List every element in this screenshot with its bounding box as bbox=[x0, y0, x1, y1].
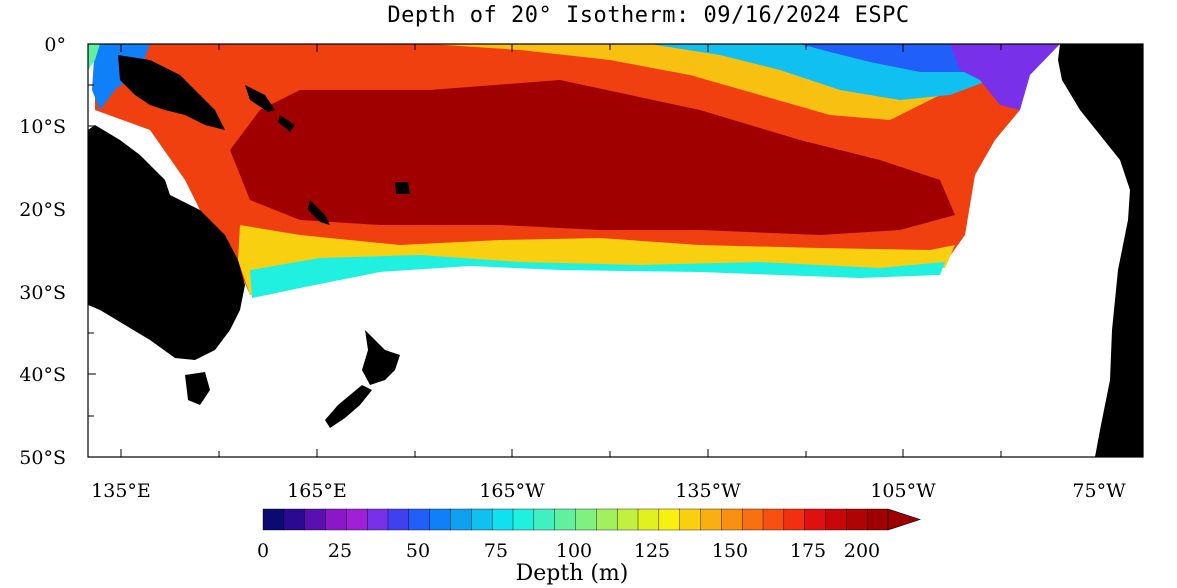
lat-label: 0° bbox=[44, 34, 66, 56]
land-new-zealand-south bbox=[325, 385, 372, 428]
chart-title: Depth of 20° Isotherm: 09/16/2024 ESPC bbox=[387, 3, 910, 28]
colorbar-tick-labels: 0 25 50 75 100 125 150 175 200 bbox=[257, 540, 880, 562]
colorbar-swatch bbox=[866, 508, 889, 531]
land-new-guinea bbox=[118, 55, 225, 130]
land-tasmania bbox=[185, 372, 210, 405]
latitude-labels: 0° 10°S 20°S 30°S 40°S 50°S bbox=[19, 34, 66, 469]
colorbar-swatch bbox=[783, 508, 806, 531]
lat-label: 20°S bbox=[19, 199, 66, 221]
lon-label: 135°E bbox=[91, 480, 151, 502]
land-australia bbox=[88, 125, 245, 360]
lat-label: 50°S bbox=[19, 447, 66, 469]
lon-label: 165°W bbox=[479, 480, 545, 502]
colorbar-tick: 175 bbox=[790, 540, 826, 562]
colorbar-overflow-arrow bbox=[887, 508, 921, 531]
colorbar-swatch bbox=[262, 508, 285, 531]
colorbar bbox=[262, 508, 921, 531]
colorbar-tick: 200 bbox=[844, 540, 880, 562]
colorbar-swatch bbox=[429, 508, 452, 531]
colorbar-swatch bbox=[554, 508, 576, 531]
colorbar-label: Depth (m) bbox=[516, 561, 629, 586]
colorbar-swatch bbox=[533, 508, 556, 531]
lon-label: 135°W bbox=[675, 480, 741, 502]
lat-label: 10°S bbox=[19, 116, 66, 138]
colorbar-tick: 125 bbox=[634, 540, 670, 562]
lon-label: 165°E bbox=[287, 480, 347, 502]
colorbar-swatch bbox=[346, 508, 368, 531]
colorbar-swatch bbox=[366, 508, 389, 531]
colorbar-swatch bbox=[408, 508, 431, 531]
colorbar-swatch bbox=[304, 508, 327, 531]
land-south-america bbox=[1058, 44, 1143, 457]
colorbar-swatch bbox=[679, 508, 701, 531]
lat-label: 30°S bbox=[19, 282, 66, 304]
colorbar-swatch bbox=[283, 508, 306, 531]
colorbar-swatch bbox=[700, 508, 722, 531]
colorbar-swatch bbox=[512, 508, 535, 531]
colorbar-tick: 150 bbox=[712, 540, 748, 562]
longitude-labels: 135°E 165°E 165°W 135°W 105°W 75°W bbox=[91, 480, 1126, 502]
colorbar-tick: 25 bbox=[328, 540, 352, 562]
colorbar-tick: 75 bbox=[484, 540, 508, 562]
land-masses bbox=[88, 44, 1143, 457]
colorbar-swatch bbox=[471, 508, 493, 531]
axis-ticks bbox=[88, 44, 1143, 457]
colorbar-swatch bbox=[741, 508, 764, 531]
colorbar-tick: 0 bbox=[257, 540, 269, 562]
land-new-zealand-north bbox=[362, 330, 400, 385]
lon-label: 75°W bbox=[1072, 480, 1126, 502]
colorbar-swatch bbox=[658, 508, 681, 531]
colorbar-swatch bbox=[325, 508, 347, 531]
colorbar-swatch bbox=[387, 508, 410, 531]
colorbar-swatch bbox=[762, 508, 785, 531]
colorbar-tick: 50 bbox=[406, 540, 430, 562]
colorbar-swatch bbox=[846, 508, 868, 531]
colorbar-swatch bbox=[825, 508, 847, 531]
colorbar-swatch bbox=[721, 508, 743, 531]
colorbar-swatch bbox=[491, 508, 514, 531]
map-area bbox=[88, 44, 1143, 457]
colorbar-swatch bbox=[450, 508, 472, 531]
lat-label: 40°S bbox=[19, 364, 66, 386]
lon-label: 105°W bbox=[870, 480, 936, 502]
colorbar-swatch bbox=[637, 508, 660, 531]
isotherm-depth-field bbox=[88, 44, 1060, 298]
colorbar-swatch bbox=[616, 508, 639, 531]
colorbar-swatch bbox=[596, 508, 618, 531]
colorbar-tick: 100 bbox=[556, 540, 592, 562]
colorbar-swatch bbox=[804, 508, 826, 531]
colorbar-swatch bbox=[575, 508, 597, 531]
